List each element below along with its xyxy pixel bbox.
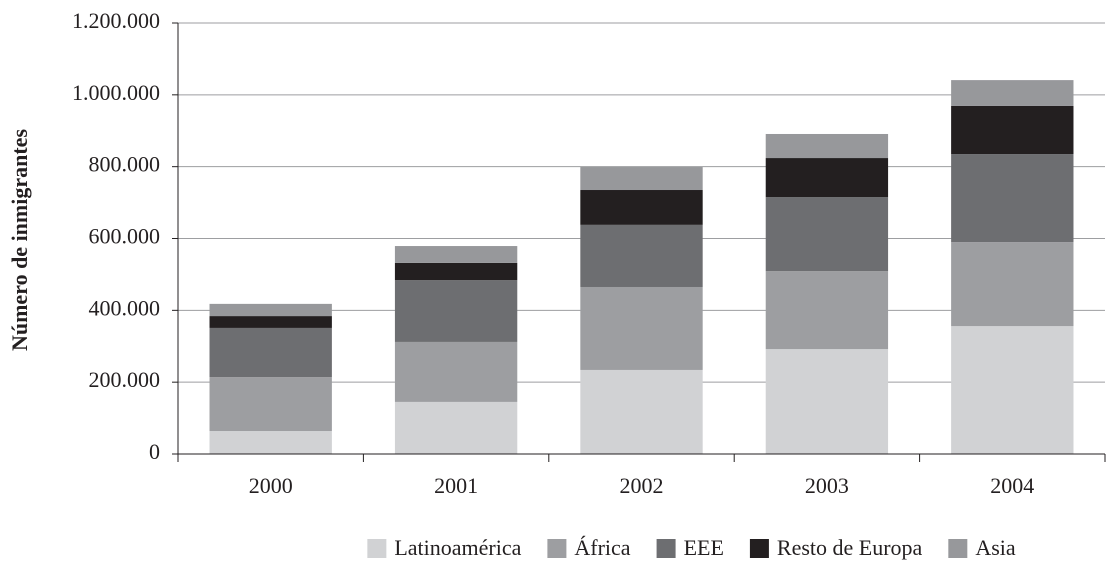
bar-segment xyxy=(951,242,1074,327)
bar-segment xyxy=(580,224,703,287)
bar-segment xyxy=(209,327,332,378)
y-axis-label: Número de inmigrantes xyxy=(7,129,32,351)
y-tick-label: 600.000 xyxy=(89,224,161,249)
x-tick-label: 2004 xyxy=(990,473,1034,498)
x-tick-label: 2002 xyxy=(620,473,664,498)
legend-swatch xyxy=(367,539,387,558)
bar-segment xyxy=(765,197,889,272)
bar-segment xyxy=(580,286,703,370)
x-tick-label: 2000 xyxy=(249,473,293,498)
bar-segment xyxy=(394,401,518,454)
bar-segment xyxy=(209,316,332,328)
y-tick-label: 800.000 xyxy=(89,152,161,177)
y-tick-label: 1.000.000 xyxy=(72,80,160,105)
bar-segment xyxy=(765,158,889,198)
legend-swatch xyxy=(547,539,567,558)
bar-segment xyxy=(951,105,1074,155)
bar-segment xyxy=(580,167,703,191)
legend-swatch xyxy=(656,539,676,558)
bar-segment xyxy=(580,369,703,454)
legend-label: EEE xyxy=(684,535,724,560)
legend-swatch xyxy=(749,539,769,558)
legend-label: Latinoamérica xyxy=(394,535,521,560)
bar-segment xyxy=(394,341,518,402)
y-tick-label: 1.200.000 xyxy=(72,8,160,33)
bar-segment xyxy=(951,326,1074,454)
y-tick-label: 0 xyxy=(149,439,160,464)
bar-segment xyxy=(951,80,1074,106)
y-tick-label: 200.000 xyxy=(89,367,161,392)
bar-segment xyxy=(394,280,518,342)
x-tick-label: 2001 xyxy=(434,473,478,498)
bar-segment xyxy=(209,431,332,454)
bar-segment xyxy=(951,154,1074,243)
bar-segment xyxy=(209,377,332,432)
bar-segment xyxy=(209,303,332,317)
legend-label: Resto de Europa xyxy=(777,535,923,560)
legend-label: África xyxy=(574,535,630,560)
bar-segment xyxy=(580,190,703,225)
bar-segment xyxy=(765,349,889,454)
bar-segment xyxy=(765,133,889,159)
legend-label: Asia xyxy=(975,535,1016,560)
bar-segment xyxy=(394,262,518,281)
bar-segment xyxy=(394,246,518,263)
bar-segment xyxy=(765,271,889,350)
legend-swatch xyxy=(948,539,968,558)
y-tick-label: 400.000 xyxy=(89,295,161,320)
x-tick-label: 2003 xyxy=(805,473,849,498)
